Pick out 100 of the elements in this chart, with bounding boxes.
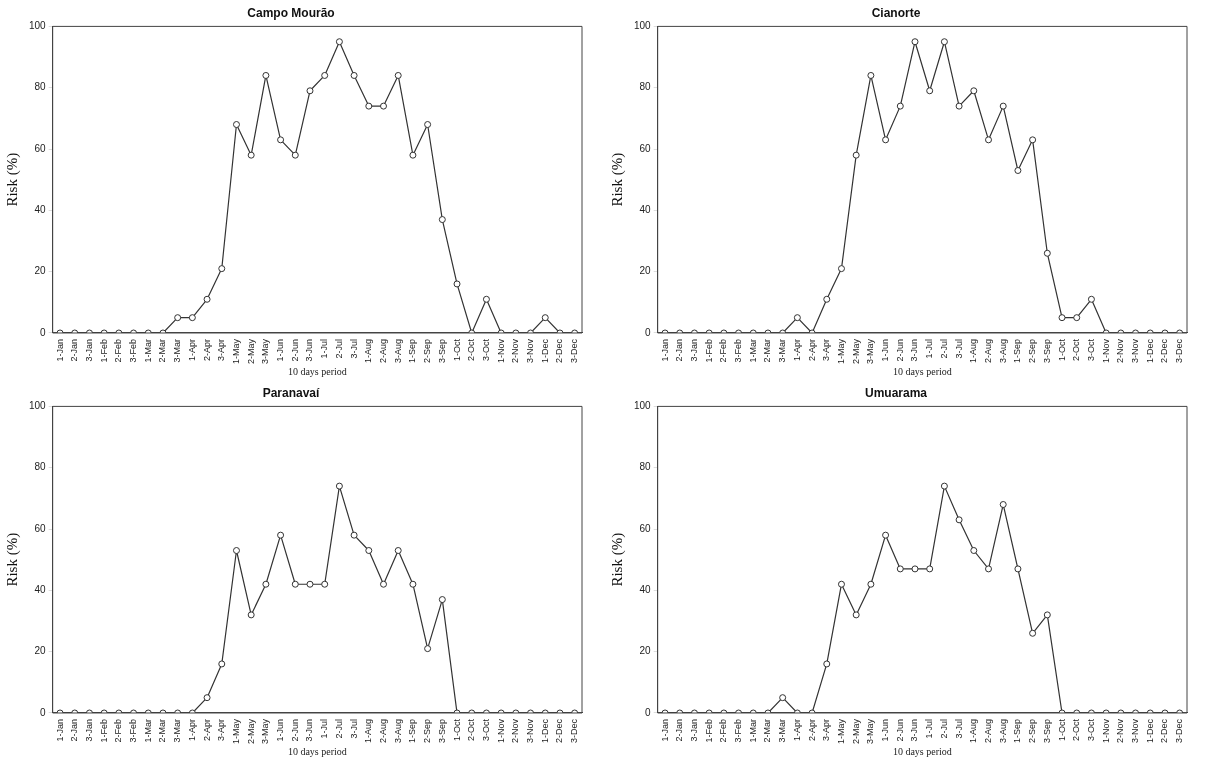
y-tick-label: 80 xyxy=(639,81,652,93)
x-axis-title: 10 days period xyxy=(287,365,347,377)
x-tick-label: 3-Oct xyxy=(480,338,491,362)
x-tick-label: 2-Oct xyxy=(1071,338,1082,362)
x-tick-label: 2-Jul xyxy=(333,339,344,359)
x-tick-label: 2-Jun xyxy=(289,339,300,362)
x-tick-label: 3-Jun xyxy=(909,339,920,362)
x-tick-label: 1-Jun xyxy=(880,719,891,742)
x-tick-label: 1-Apr xyxy=(186,719,197,742)
x-tick-label: 3-Jul xyxy=(348,339,359,359)
x-tick-label: 2-Dec xyxy=(1159,718,1170,744)
y-axis-title: Risk (%) xyxy=(3,532,21,587)
x-tick-label: 2-Feb xyxy=(113,339,124,363)
x-tick-label: 3-Mar xyxy=(777,339,788,363)
x-tick-label: 2-Mar xyxy=(157,339,168,363)
x-tick-label: 2-Jul xyxy=(938,339,949,359)
x-tick-label: 2-Nov xyxy=(1115,718,1126,744)
x-tick-label: 2-Dec xyxy=(554,718,565,744)
x-tick-label: 1-Dec xyxy=(539,338,550,364)
x-tick-label: 3-Jan xyxy=(688,719,699,742)
x-tick-label: 1-Sep xyxy=(1012,719,1023,744)
x-tick-label: 3-Jul xyxy=(953,339,964,359)
x-tick-label: 3-Mar xyxy=(172,339,183,363)
x-tick-label: 2-May xyxy=(245,718,256,745)
y-tick-label: 40 xyxy=(34,584,47,596)
x-tick-label: 1-Nov xyxy=(1100,718,1111,744)
y-tick-label: 20 xyxy=(34,265,47,277)
x-tick-label: 3-Dec xyxy=(1174,338,1185,364)
x-tick-label: 1-Nov xyxy=(495,718,506,744)
x-tick-label: 3-Nov xyxy=(525,338,536,364)
x-tick-label: 3-May xyxy=(865,338,876,365)
chart-title: Campo Mourão xyxy=(247,5,335,20)
x-tick-label: 1-Mar xyxy=(142,339,153,363)
x-tick-label: 1-Sep xyxy=(407,339,418,364)
x-tick-label: 3-Dec xyxy=(569,718,580,744)
x-tick-label: 2-Oct xyxy=(1071,718,1082,742)
x-tick-label: 3-Dec xyxy=(1174,718,1185,744)
x-tick-label: 1-May xyxy=(230,338,241,365)
x-tick-label: 3-Nov xyxy=(1130,338,1141,364)
x-tick-label: 1-Feb xyxy=(703,719,714,743)
y-tick-label: 40 xyxy=(639,204,652,216)
x-tick-label: 2-May xyxy=(850,718,861,745)
x-tick-label: 2-Mar xyxy=(762,719,773,743)
x-tick-label: 3-May xyxy=(260,718,271,745)
x-tick-label: 2-Feb xyxy=(113,719,124,743)
x-tick-label: 3-Mar xyxy=(777,719,788,743)
chart-title: Umuarama xyxy=(864,385,928,400)
y-axis-title: Risk (%) xyxy=(608,532,626,587)
x-tick-label: 3-Sep xyxy=(436,719,447,744)
x-tick-label: 1-Aug xyxy=(968,339,979,364)
x-tick-label: 2-May xyxy=(245,338,256,365)
x-tick-label: 2-Jan xyxy=(674,339,685,362)
x-tick-label: 1-Nov xyxy=(495,338,506,364)
x-tick-label: 1-Oct xyxy=(451,338,462,362)
y-tick-label: 80 xyxy=(639,461,652,473)
x-tick-label: 3-Apr xyxy=(821,719,832,742)
x-tick-label: 1-Mar xyxy=(747,339,758,363)
y-tick-label: 100 xyxy=(634,20,652,32)
x-tick-label: 1-Aug xyxy=(363,719,374,744)
x-tick-label: 1-Feb xyxy=(703,339,714,363)
x-tick-label: 1-Oct xyxy=(1056,718,1067,742)
x-tick-label: 2-Apr xyxy=(806,339,817,362)
y-tick-label: 100 xyxy=(634,400,652,412)
x-tick-label: 3-Oct xyxy=(1085,718,1096,742)
x-tick-label: 2-Sep xyxy=(422,339,433,364)
y-tick-label: 20 xyxy=(639,265,652,277)
x-tick-label: 1-Jan xyxy=(659,339,670,362)
x-tick-label: 1-Oct xyxy=(451,718,462,742)
y-axis-title: Risk (%) xyxy=(608,152,626,207)
x-tick-label: 2-Apr xyxy=(806,719,817,742)
x-tick-label: 3-Oct xyxy=(480,718,491,742)
x-tick-label: 2-Oct xyxy=(466,338,477,362)
x-tick-label: 1-Jul xyxy=(924,719,935,739)
x-tick-label: 1-Dec xyxy=(1144,718,1155,744)
x-tick-label: 2-Jan xyxy=(69,719,80,742)
x-tick-label: 2-Dec xyxy=(554,338,565,364)
chart-title: Cianorte xyxy=(871,5,921,20)
x-tick-label: 3-Apr xyxy=(216,719,227,742)
y-tick-label: 40 xyxy=(34,204,47,216)
x-tick-label: 1-Jan xyxy=(54,719,65,742)
x-tick-label: 1-May xyxy=(835,338,846,365)
x-tick-label: 2-Mar xyxy=(157,719,168,743)
x-tick-label: 3-Jan xyxy=(83,339,94,362)
x-tick-label: 2-Apr xyxy=(201,719,212,742)
x-tick-label: 1-Oct xyxy=(1056,338,1067,362)
x-tick-label: 3-Mar xyxy=(172,719,183,743)
x-tick-label: 2-Feb xyxy=(718,719,729,743)
x-tick-label: 1-Mar xyxy=(142,719,153,743)
y-axis-title: Risk (%) xyxy=(3,152,21,207)
x-tick-label: 3-Feb xyxy=(733,719,744,743)
x-tick-label: 1-Apr xyxy=(186,339,197,362)
x-tick-label: 3-Nov xyxy=(525,718,536,744)
x-tick-label: 2-Aug xyxy=(982,339,993,364)
x-tick-label: 1-Jul xyxy=(319,339,330,359)
x-tick-label: 1-Nov xyxy=(1100,338,1111,364)
x-tick-label: 3-Sep xyxy=(1041,719,1052,744)
x-tick-label: 3-Jun xyxy=(304,339,315,362)
y-tick-label: 80 xyxy=(34,81,47,93)
x-tick-label: 1-Jul xyxy=(319,719,330,739)
x-tick-label: 2-Oct xyxy=(466,718,477,742)
